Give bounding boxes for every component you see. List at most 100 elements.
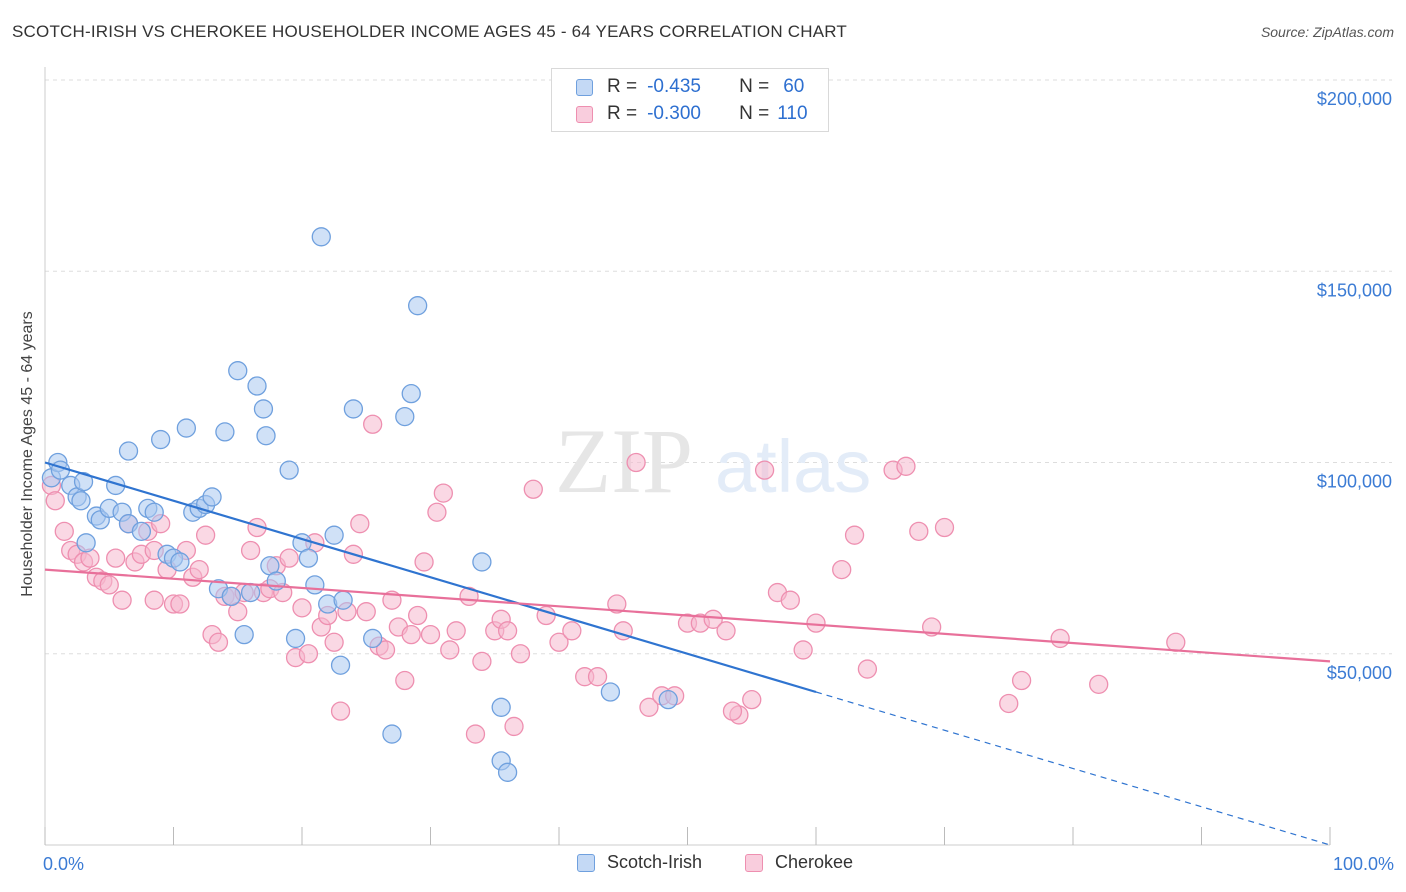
scotch-irish-point [144, 502, 164, 522]
scotch-irish-point [343, 399, 364, 419]
scotch-irish-point [401, 383, 421, 404]
legend-row-cherokee: R = -0.300 N = 110 [576, 101, 808, 127]
cherokee-point [562, 621, 582, 641]
scotch-irish-point [131, 521, 152, 541]
cherokee-point [934, 517, 955, 538]
cherokee-point [170, 594, 190, 614]
cherokee-point [363, 414, 383, 434]
cherokee-point [742, 690, 762, 710]
cherokee-point [330, 701, 351, 721]
cherokee-point [857, 659, 878, 679]
cherokee-point [356, 602, 376, 622]
scotch-irish-point [333, 590, 353, 610]
trend-lines [44, 461, 1331, 846]
cherokee-point [279, 548, 299, 568]
scotch-irish-point [247, 376, 267, 396]
legend-row-scotch-irish: R = -0.435 N = 60 [576, 74, 804, 100]
cherokee-swatch [745, 853, 763, 872]
tick-labels: $50,000 $100,000 $150,000 $200,000 0.0% 100.0… [43, 89, 1394, 874]
cherokee-point [414, 552, 434, 572]
scotch-irish-swatch [577, 853, 595, 872]
scotch-irish-point [279, 460, 299, 480]
scotch-irish-point [202, 487, 222, 507]
r-value: -0.435 [647, 76, 701, 97]
scotch-irish-point [76, 533, 96, 553]
y-tick-label: $50,000 [1327, 663, 1392, 683]
cherokee-point [999, 693, 1019, 714]
cherokee-point [1089, 674, 1109, 694]
x-tick-label: 0.0% [43, 854, 84, 874]
scotch-irish-point [253, 399, 274, 419]
cherokee-point [401, 624, 421, 645]
correlation-legend: R = -0.435 N = 60 R = -0.300 N = 110 [551, 68, 829, 132]
scotch-irish-point [658, 690, 678, 710]
cherokee-point [607, 594, 627, 614]
bottom-legend-label: Cherokee [775, 852, 854, 872]
cherokee-point [626, 452, 646, 473]
cherokee-point [832, 559, 852, 580]
scotch-irish-point [256, 426, 276, 446]
cherokee-point [99, 575, 119, 595]
cherokee-point [292, 598, 312, 618]
scotch-irish-point [228, 361, 248, 381]
scotch-irish-points [41, 227, 678, 782]
cherokee-point [208, 632, 229, 652]
cherokee-point [716, 621, 736, 641]
cherokee-point [793, 640, 813, 660]
scotch-irish-point [234, 624, 254, 645]
scotch-irish-point [285, 628, 306, 649]
cherokee-point [144, 590, 164, 610]
scotch-irish-trend-line [44, 461, 817, 694]
scotch-irish-point [298, 548, 319, 568]
cherokee-point [896, 456, 916, 476]
y-tick-label: $150,000 [1317, 280, 1392, 300]
bottom-legend-label: Scotch-Irish [607, 852, 703, 872]
scotch-irish-point [305, 575, 325, 595]
cherokee-point [523, 479, 543, 499]
scotch-irish-trend-extension [815, 691, 1331, 846]
scotch-irish-point [215, 422, 235, 442]
watermark-zip: ZIP [555, 410, 693, 512]
chart-title: SCOTCH-IRISH VS CHEROKEE HOUSEHOLDER INC… [12, 22, 848, 41]
cherokee-point [549, 632, 569, 652]
cherokee-points [41, 414, 1186, 744]
scotch-irish-point [240, 582, 261, 603]
scotch-irish-point [71, 491, 91, 511]
cherokee-point [446, 621, 466, 641]
cherokee-point [240, 540, 261, 561]
n-label: N = [739, 76, 770, 97]
bottom-legend-cherokee: Cherokee [745, 852, 853, 873]
bottom-legend-scotch-irish: Scotch-Irish [577, 852, 702, 873]
scotch-irish-point [382, 724, 402, 744]
cherokee-point [472, 651, 492, 672]
scotch-irish-point [311, 227, 331, 247]
cherokee-point [465, 724, 486, 744]
scotch-irish-point [497, 762, 518, 782]
watermark-atlas: atlas [715, 425, 871, 508]
cherokee-point [703, 609, 723, 629]
y-tick-label: $200,000 [1317, 89, 1392, 109]
scotch-irish-point [150, 429, 171, 450]
cherokee-point [433, 483, 454, 503]
scotch-irish-point [170, 552, 190, 572]
scotch-irish-point [363, 628, 383, 649]
cherokee-point [45, 491, 65, 511]
cherokee-point [298, 644, 319, 664]
cherokee-point [440, 640, 460, 660]
cherokee-point [427, 502, 447, 522]
n-value: 110 [777, 103, 808, 124]
cherokee-point [1166, 632, 1186, 652]
cherokee-point [106, 548, 126, 568]
cherokee-point [844, 525, 865, 545]
cherokee-point [112, 590, 132, 610]
scotch-irish-point [50, 460, 71, 480]
source-label: Source: ZipAtlas.com [1260, 24, 1394, 40]
r-value: -0.300 [647, 103, 701, 124]
scotch-irish-point [472, 552, 492, 572]
watermark: ZIP atlas [555, 410, 871, 512]
cherokee-point [504, 716, 524, 737]
y-tick-label: $100,000 [1317, 472, 1392, 492]
scotch-irish-point [118, 441, 139, 461]
cherokee-trend-line [44, 568, 1331, 663]
